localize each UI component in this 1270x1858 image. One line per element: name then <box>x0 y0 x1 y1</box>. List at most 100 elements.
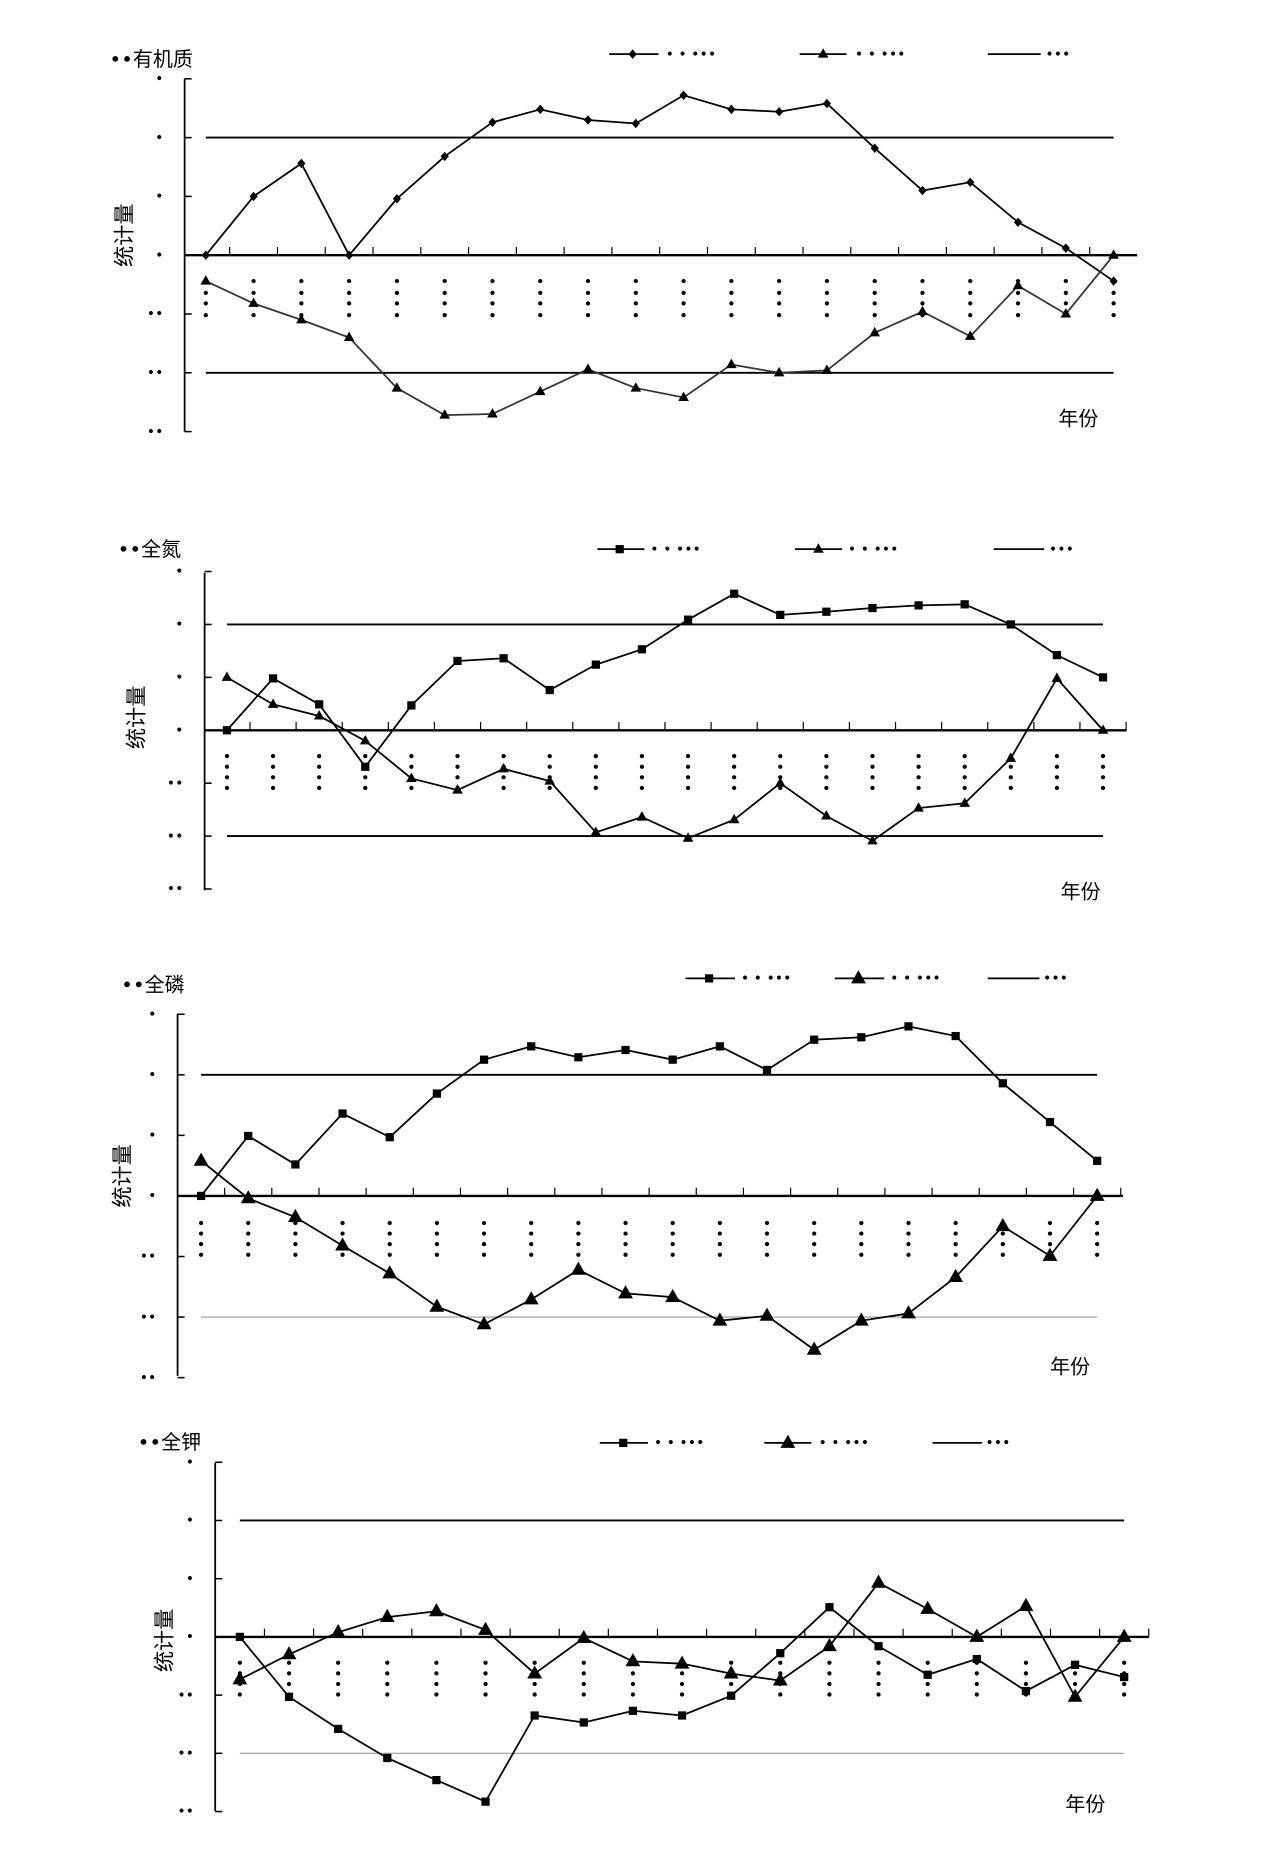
x-tick-label-dot <box>547 754 552 759</box>
x-tick-label-dot <box>681 313 686 318</box>
triangle-marker <box>527 1665 543 1679</box>
x-tick-label-dot <box>246 1252 251 1257</box>
triangle-marker <box>780 1434 796 1448</box>
x-tick-label-dot <box>827 1660 832 1665</box>
square-marker <box>222 726 232 735</box>
triangle-marker <box>200 275 212 285</box>
y-tick-label: • <box>175 617 183 633</box>
x-tick-label-dot <box>639 754 645 759</box>
square-marker <box>383 1753 392 1763</box>
x-tick-label-dot <box>639 764 645 769</box>
triangle-marker <box>1060 308 1072 318</box>
triangle-marker <box>221 671 233 681</box>
diamond-marker <box>631 118 640 129</box>
triangle-marker <box>544 775 556 785</box>
square-marker <box>1006 620 1015 629</box>
x-axis-label: 年份 <box>1050 1355 1090 1379</box>
x-tick-label-dot <box>812 1242 817 1247</box>
triangle-marker <box>821 810 832 820</box>
x-axis-label: 年份 <box>1061 879 1101 903</box>
x-tick-label-dot <box>1023 1681 1029 1687</box>
square-marker <box>268 674 278 683</box>
triangle-marker <box>772 1672 788 1686</box>
x-tick-label-dot <box>824 313 830 318</box>
x-tick-label-dot <box>968 313 973 318</box>
x-tick-label-dot <box>483 1692 488 1697</box>
x-tick-label-dot <box>529 1242 534 1247</box>
diamond-marker <box>345 250 354 260</box>
x-tick-label-dot <box>1095 1220 1100 1226</box>
square-marker <box>857 1033 866 1042</box>
x-tick-label-dot <box>1047 1220 1053 1226</box>
x-tick-label-dot <box>920 301 925 306</box>
x-tick-label-dot <box>293 1242 298 1247</box>
triangle-marker <box>920 1600 936 1614</box>
y-tick-label: • <box>186 1513 194 1529</box>
y-tick-label: •• <box>140 1310 157 1326</box>
x-tick-label-dot <box>729 313 734 318</box>
x-tick-label-dot <box>576 1252 581 1257</box>
y-tick-label: •• <box>177 1804 194 1820</box>
x-tick-label-dot <box>581 1671 586 1676</box>
square-marker <box>615 545 624 554</box>
x-tick-label-dot <box>639 775 645 780</box>
x-tick-label-dot <box>633 290 638 295</box>
x-tick-label-dot <box>387 1242 392 1247</box>
x-tick-label-dot <box>299 290 304 295</box>
x-tick-label-dot <box>968 278 973 284</box>
triangle-marker <box>774 777 786 787</box>
series-line <box>239 1581 1125 1699</box>
square-marker <box>244 1131 253 1141</box>
x-tick-label-dot <box>778 764 783 769</box>
x-tick-label-dot <box>633 301 638 306</box>
x-tick-label-dot <box>872 301 877 306</box>
x-tick-label-dot <box>1015 313 1021 318</box>
triangle-marker <box>726 358 737 369</box>
x-tick-label-dot <box>729 1660 734 1665</box>
x-tick-label-dot <box>317 754 322 759</box>
legend-label: ••• <box>1045 47 1070 63</box>
square-marker <box>868 603 877 613</box>
x-tick-label-dot <box>1095 1242 1100 1247</box>
square-marker <box>776 610 785 620</box>
square-marker <box>874 1642 883 1651</box>
x-tick-label-dot <box>876 1681 881 1687</box>
y-tick-label: •• <box>177 1688 194 1704</box>
x-tick-label-dot <box>968 301 973 306</box>
diamond-marker <box>870 143 879 153</box>
triangle-marker <box>630 382 642 392</box>
x-tick-label-dot <box>925 1660 930 1665</box>
x-tick-label-dot <box>529 1252 534 1257</box>
legend-label: ••• <box>1049 542 1074 558</box>
triangle-marker <box>851 970 866 984</box>
y-axis-label: 统计量 <box>152 1609 177 1672</box>
x-tick-label-dot <box>203 290 208 295</box>
diamond-marker <box>679 90 688 100</box>
y-tick-label: • <box>148 1007 156 1023</box>
triangle-marker <box>869 326 880 337</box>
x-tick-label-dot <box>732 754 737 759</box>
x-tick-label-dot <box>906 1252 911 1257</box>
x-tick-label-dot <box>434 1231 440 1236</box>
triangle-marker <box>476 1316 492 1330</box>
triangle-marker <box>582 363 594 373</box>
x-tick-label-dot <box>576 1231 581 1236</box>
square-marker <box>628 1706 638 1715</box>
x-tick-label-dot <box>387 1252 392 1257</box>
triangle-marker <box>821 364 833 374</box>
x-tick-label-dot <box>490 313 495 318</box>
x-tick-label-dot <box>246 1220 251 1226</box>
x-tick-label-dot <box>953 1242 958 1247</box>
x-tick-label-dot <box>824 754 829 759</box>
square-marker <box>730 589 739 598</box>
x-tick-label-dot <box>538 313 543 318</box>
x-tick-label-dot <box>729 1681 734 1687</box>
x-tick-label-dot <box>859 1252 864 1257</box>
x-tick-label-dot <box>593 764 598 769</box>
triangle-marker <box>901 1305 916 1319</box>
square-marker <box>810 1035 819 1044</box>
x-tick-label-dot <box>764 1231 770 1236</box>
